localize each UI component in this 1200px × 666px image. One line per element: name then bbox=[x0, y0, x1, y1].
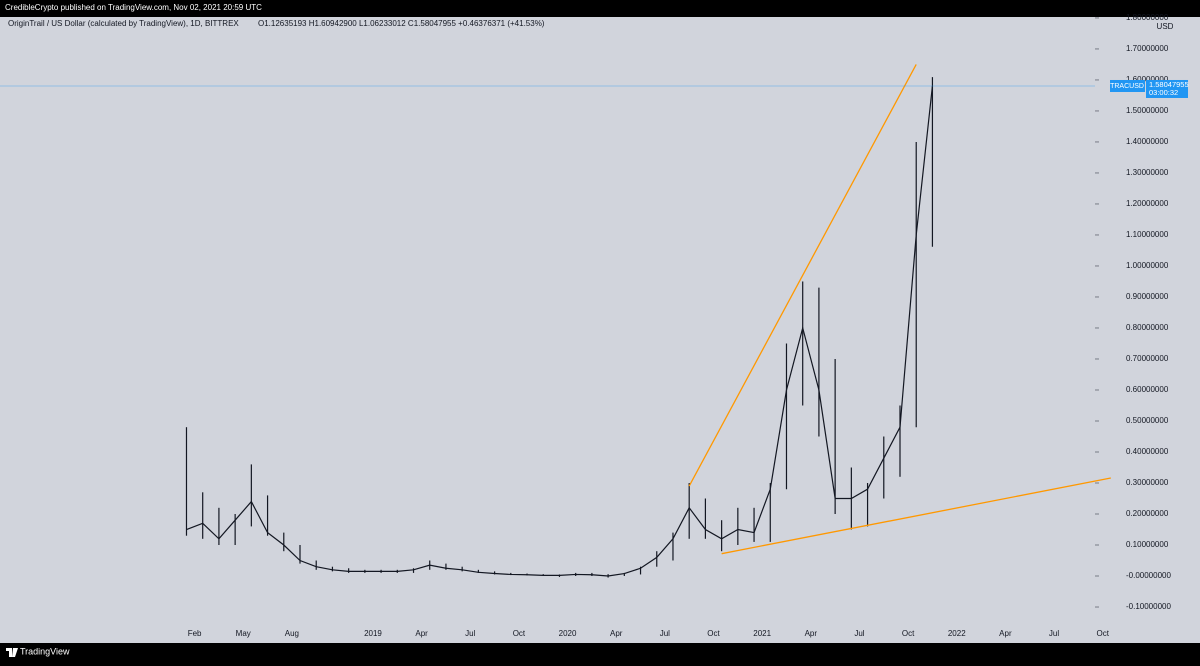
x-tick-label: Oct bbox=[513, 629, 526, 638]
price-box bbox=[1146, 79, 1188, 98]
x-tick-label: 2019 bbox=[364, 629, 382, 638]
trendline bbox=[721, 477, 1111, 555]
y-tick-label: 1.00000000 bbox=[1126, 261, 1169, 270]
publisher: CredibleCrypto published on TradingView.… bbox=[5, 3, 262, 12]
x-tick-label: Feb bbox=[188, 629, 202, 638]
y-tick-label: 0.50000000 bbox=[1126, 416, 1169, 425]
y-tick-label: 1.70000000 bbox=[1126, 44, 1169, 53]
y-tick-label: 0.90000000 bbox=[1126, 292, 1169, 301]
symbol-label: TRACUSD bbox=[1110, 83, 1144, 90]
symbol-box bbox=[1110, 79, 1145, 92]
y-tick-label: 0.20000000 bbox=[1126, 509, 1169, 518]
y-tick-label: 0.70000000 bbox=[1126, 354, 1169, 363]
x-tick-label: Jul bbox=[660, 629, 670, 638]
x-tick-label: 2020 bbox=[559, 629, 577, 638]
axis-unit: USD bbox=[1157, 22, 1174, 31]
x-tick-label: Oct bbox=[707, 629, 720, 638]
x-tick-label: 2022 bbox=[948, 629, 966, 638]
y-tick-label: 0.30000000 bbox=[1126, 478, 1169, 487]
x-tick-label: May bbox=[236, 629, 251, 638]
bottom-bar bbox=[0, 643, 1200, 661]
top-bar bbox=[0, 0, 1200, 17]
y-tick-label: 1.20000000 bbox=[1126, 199, 1169, 208]
y-tick-label: 1.10000000 bbox=[1126, 230, 1169, 239]
logo bbox=[6, 648, 18, 657]
x-tick-label: Jul bbox=[465, 629, 475, 638]
ohlc: O1.12635193 H1.60942900 L1.06233012 C1.5… bbox=[258, 19, 545, 28]
y-tick-label: 1.60000000 bbox=[1126, 75, 1169, 84]
x-tick-label: Jul bbox=[854, 629, 864, 638]
close-line bbox=[186, 85, 934, 577]
x-tick-label: Apr bbox=[805, 629, 818, 638]
plot-bg bbox=[0, 17, 1200, 643]
y-tick-label: -0.00000000 bbox=[1126, 571, 1171, 580]
trendline bbox=[688, 64, 917, 487]
x-tick-label: Apr bbox=[610, 629, 623, 638]
y-tick-label: -0.10000000 bbox=[1126, 602, 1171, 611]
countdown: 03:00:32 bbox=[1149, 88, 1178, 97]
y-tick-label: 1.40000000 bbox=[1126, 137, 1169, 146]
y-tick-label: 0.40000000 bbox=[1126, 447, 1169, 456]
x-tick-label: Aug bbox=[285, 629, 299, 638]
symbol: OriginTrail / US Dollar (calculated by T… bbox=[8, 19, 239, 28]
x-tick-label: Oct bbox=[902, 629, 915, 638]
x-tick-label: Apr bbox=[999, 629, 1012, 638]
x-tick-label: Jul bbox=[1049, 629, 1059, 638]
y-tick-label: 0.80000000 bbox=[1126, 323, 1169, 332]
y-tick-label: 1.80000000 bbox=[1126, 13, 1169, 22]
x-tick-label: Apr bbox=[415, 629, 428, 638]
brand: TradingView bbox=[20, 646, 70, 656]
y-tick-label: 1.50000000 bbox=[1126, 106, 1169, 115]
y-tick-label: 0.60000000 bbox=[1126, 385, 1169, 394]
x-tick-label: Oct bbox=[1096, 629, 1109, 638]
y-tick-label: 0.10000000 bbox=[1126, 540, 1169, 549]
price-label: 1.58047955 bbox=[1149, 80, 1189, 89]
y-tick-label: 1.30000000 bbox=[1126, 168, 1169, 177]
x-tick-label: 2021 bbox=[753, 629, 771, 638]
